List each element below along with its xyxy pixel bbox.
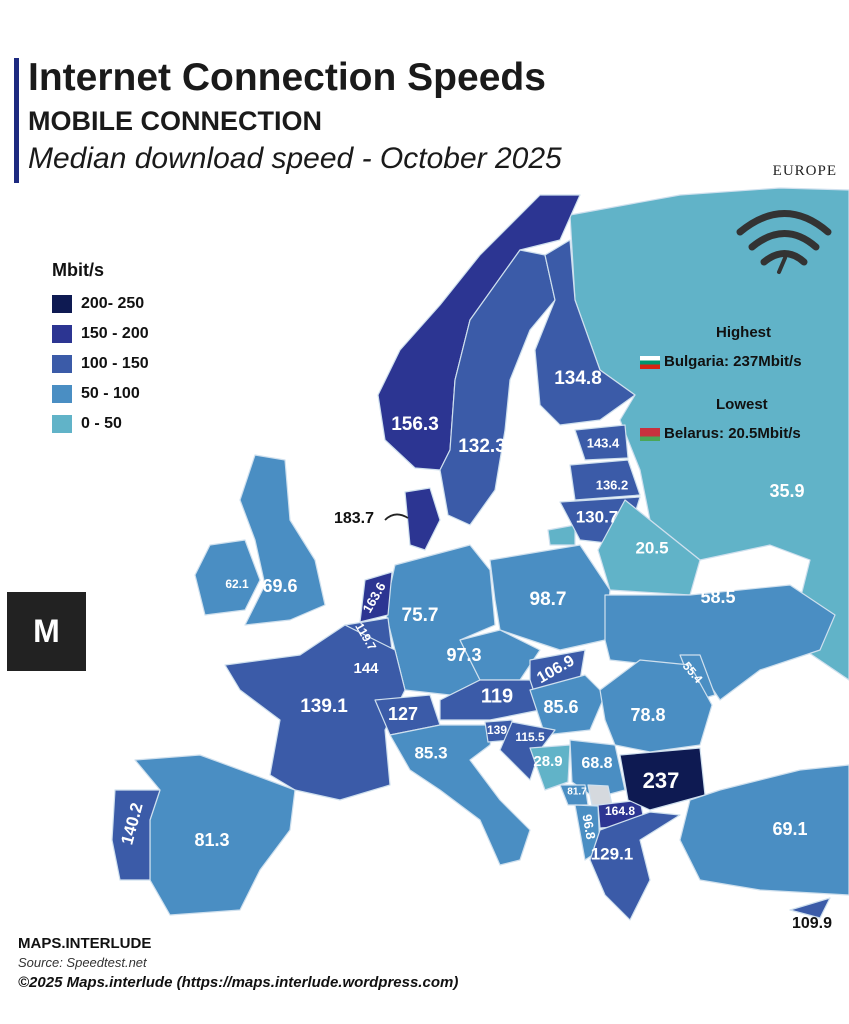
country-value-label: 144 <box>353 660 379 677</box>
legend-swatch <box>52 355 72 373</box>
legend-swatch <box>52 295 72 313</box>
country-estonia <box>574 424 629 461</box>
country-value-label: 78.8 <box>630 705 665 725</box>
country-ireland <box>194 539 261 616</box>
wifi-icon <box>736 210 832 274</box>
bulgaria-flag-icon <box>640 355 660 369</box>
country-value-label: 81.3 <box>194 830 229 850</box>
country-value-label: 130.7 <box>576 507 619 526</box>
denmark-arrow <box>384 513 409 521</box>
legend-swatch <box>52 415 72 433</box>
country-value-label: 139.1 <box>300 696 348 717</box>
country-value-label: 62.1 <box>225 577 249 591</box>
legend-item: 150 - 200 <box>52 319 149 349</box>
country-finland <box>534 239 636 426</box>
country-value-label: 132.3 <box>458 436 506 457</box>
country-value-label: 69.1 <box>772 819 807 839</box>
description: Median download speed - October 2025 <box>28 142 562 175</box>
country-value-label: 129.1 <box>591 844 634 863</box>
legend-item: 0 - 50 <box>52 409 149 439</box>
country-denmark <box>404 487 441 551</box>
country-value-label: 35.9 <box>769 481 804 501</box>
country-value-label: 96.8 <box>579 813 598 841</box>
country-value-label: 143.4 <box>587 435 620 450</box>
country-portugal <box>111 789 161 881</box>
country-bosnia <box>529 744 571 791</box>
legend-swatch <box>52 325 72 343</box>
country-value-label: 81.7 <box>567 787 587 798</box>
country-poland <box>489 544 611 651</box>
country-russia-kaliningrad <box>547 524 576 546</box>
belarus-flag-icon <box>640 427 660 441</box>
country-value-label: 68.8 <box>581 755 612 772</box>
country-value-label: 134.8 <box>554 368 602 389</box>
country-united-kingdom <box>239 454 326 626</box>
country-croatia <box>499 721 556 781</box>
country-value-label: 58.5 <box>700 587 735 607</box>
country-value-label: 164.8 <box>605 804 635 818</box>
country-value-label: 136.2 <box>596 477 629 492</box>
country-kosovo <box>587 784 613 806</box>
country-value-label: 85.3 <box>414 743 447 762</box>
legend: Mbit/s 200- 250 150 - 200 100 - 150 50 -… <box>52 260 149 439</box>
subtitle: MOBILE CONNECTION <box>28 106 322 136</box>
logo: M <box>7 592 86 671</box>
country-value-label: 237 <box>643 768 680 793</box>
country-turkey <box>679 764 849 896</box>
title-accent-bar <box>14 58 19 183</box>
brand: MAPS.INTERLUDE <box>18 935 152 952</box>
country-value-label: 98.7 <box>530 589 567 610</box>
legend-item: 100 - 150 <box>52 349 149 379</box>
source: Source: Speedtest.net <box>18 955 147 970</box>
country-value-label: 139 <box>487 723 507 737</box>
country-value-label: 183.7 <box>334 510 374 527</box>
country-value-label: 127 <box>388 704 418 724</box>
country-value-label: 109.9 <box>792 915 832 932</box>
country-ukraine <box>604 584 836 701</box>
country-value-label: 156.3 <box>391 414 439 435</box>
highest-heading: Highest <box>716 324 772 341</box>
country-greece <box>589 811 681 921</box>
lowest-heading: Lowest <box>716 396 768 413</box>
country-value-label: 97.3 <box>446 645 481 665</box>
lowest-value: Belarus: 20.5Mbit/s <box>640 425 801 442</box>
country-netherlands <box>359 571 393 623</box>
country-value-label: 85.6 <box>543 697 578 717</box>
country-value-label: 28.9 <box>533 753 562 770</box>
legend-item: 200- 250 <box>52 289 149 319</box>
country-latvia <box>569 459 641 501</box>
country-value-label: 115.5 <box>515 730 545 744</box>
country-france <box>224 624 406 801</box>
country-cyprus <box>789 897 831 919</box>
country-value-label: 69.6 <box>262 576 297 596</box>
country-value-label: 119 <box>481 685 513 707</box>
region-label: EUROPE <box>772 163 837 179</box>
country-sweden <box>439 249 556 526</box>
country-value-label: 20.5 <box>635 538 668 557</box>
page-title: Internet Connection Speeds <box>28 56 546 99</box>
country-value-label: 75.7 <box>402 605 439 626</box>
highest-value: Bulgaria: 237Mbit/s <box>640 353 802 370</box>
legend-item: 50 - 100 <box>52 379 149 409</box>
country-romania <box>599 659 713 753</box>
legend-swatch <box>52 385 72 403</box>
copyright: ©2025 Maps.interlude (https://maps.inter… <box>18 974 459 991</box>
legend-title: Mbit/s <box>52 260 104 280</box>
country-bulgaria <box>619 747 706 811</box>
